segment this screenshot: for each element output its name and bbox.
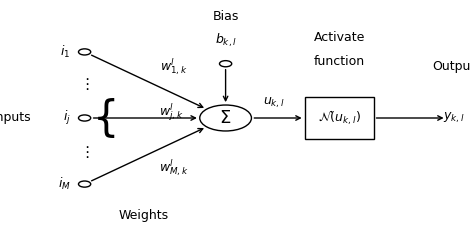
Text: Weights: Weights <box>118 209 168 223</box>
Text: Inputs: Inputs <box>0 111 31 125</box>
Text: $i_M$: $i_M$ <box>58 176 70 192</box>
Circle shape <box>219 61 232 67</box>
Circle shape <box>78 115 91 121</box>
Circle shape <box>78 49 91 55</box>
Text: $\vdots$: $\vdots$ <box>79 76 90 92</box>
Text: $\vdots$: $\vdots$ <box>79 144 90 160</box>
Text: $\left\{\ \right.$: $\left\{\ \right.$ <box>92 96 115 140</box>
Bar <box>305 97 374 139</box>
Text: Output: Output <box>432 59 470 73</box>
Text: Bias: Bias <box>212 10 239 23</box>
Text: $w^l_{M,k}$: $w^l_{M,k}$ <box>159 157 188 178</box>
Text: $y_{k,l}$: $y_{k,l}$ <box>443 111 464 125</box>
Text: Activate: Activate <box>313 31 365 44</box>
Text: $b_{k,l}$: $b_{k,l}$ <box>215 31 236 49</box>
Text: $\mathcal{N}(u_{k,l})$: $\mathcal{N}(u_{k,l})$ <box>318 109 361 127</box>
Text: $i_1$: $i_1$ <box>60 44 70 60</box>
Text: $u_{k,l}$: $u_{k,l}$ <box>263 95 284 110</box>
Text: $\Sigma$: $\Sigma$ <box>219 109 232 127</box>
Text: function: function <box>314 55 365 68</box>
Circle shape <box>78 181 91 187</box>
Text: $w^l_{j,k}$: $w^l_{j,k}$ <box>159 101 183 123</box>
Circle shape <box>200 105 251 131</box>
Text: $i_j$: $i_j$ <box>63 109 70 127</box>
Text: $w^l_{1,k}$: $w^l_{1,k}$ <box>160 56 188 77</box>
